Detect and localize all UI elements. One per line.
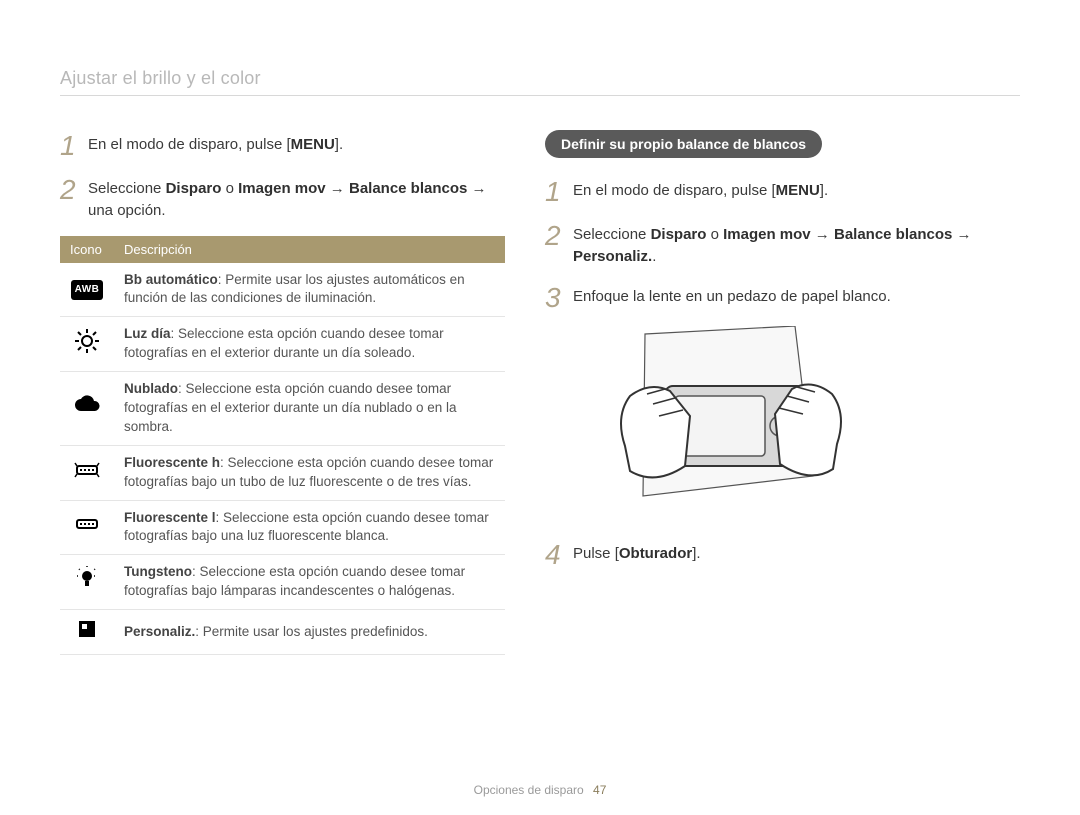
- bulb-icon: [75, 566, 99, 592]
- step-1-right: 1 En el modo de disparo, pulse [MENU].: [545, 176, 1020, 206]
- row-icon-cell: AWB: [60, 263, 114, 317]
- step-text: Enfoque la lente en un pedazo de papel b…: [573, 282, 891, 312]
- camera-illustration: [575, 326, 1020, 521]
- th-icon: Icono: [60, 236, 114, 263]
- table-row: Luz día: Seleccione esta opción cuando d…: [60, 317, 505, 372]
- footer-text: Opciones de disparo: [474, 783, 584, 797]
- step-number: 2: [60, 174, 88, 222]
- step-text: En el modo de disparo, pulse [MENU].: [88, 130, 343, 160]
- step-number: 3: [545, 282, 573, 312]
- row-icon-cell: [60, 610, 114, 655]
- step-2-right: 2 Seleccione Disparo o Imagen mov → Bala…: [545, 220, 1020, 268]
- row-desc-cell: Fluorescente h: Seleccione esta opción c…: [114, 445, 505, 500]
- fluorescent-h-icon: [72, 461, 102, 479]
- row-icon-cell: [60, 317, 114, 372]
- table-row: Personaliz.: Permite usar los ajustes pr…: [60, 610, 505, 655]
- left-column: 1 En el modo de disparo, pulse [MENU]. 2…: [60, 130, 505, 655]
- step-4-right: 4 Pulse [Obturador].: [545, 539, 1020, 569]
- step-3-right: 3 Enfoque la lente en un pedazo de papel…: [545, 282, 1020, 312]
- table-row: AWB Bb automático: Permite usar los ajust…: [60, 263, 505, 317]
- row-icon-cell: [60, 445, 114, 500]
- right-column: Definir su propio balance de blancos 1 E…: [545, 130, 1020, 655]
- table-row: Nublado: Seleccione esta opción cuando d…: [60, 372, 505, 446]
- step-text: Seleccione Disparo o Imagen mov → Balanc…: [88, 174, 505, 222]
- table-row: Tungsteno: Seleccione esta opción cuando…: [60, 555, 505, 610]
- page-number: 47: [593, 783, 606, 797]
- page-footer: Opciones de disparo 47: [0, 783, 1080, 797]
- table-row: Fluorescente h: Seleccione esta opción c…: [60, 445, 505, 500]
- row-desc-cell: Personaliz.: Permite usar los ajustes pr…: [114, 610, 505, 655]
- row-desc-cell: Nublado: Seleccione esta opción cuando d…: [114, 372, 505, 446]
- row-icon-cell: [60, 555, 114, 610]
- step-number: 1: [545, 176, 573, 206]
- step-text: Pulse [Obturador].: [573, 539, 701, 569]
- step-1-left: 1 En el modo de disparo, pulse [MENU].: [60, 130, 505, 160]
- th-desc: Descripción: [114, 236, 505, 263]
- row-desc-cell: Bb automático: Permite usar los ajustes …: [114, 263, 505, 317]
- step-2-left: 2 Seleccione Disparo o Imagen mov → Bala…: [60, 174, 505, 222]
- custom-icon: [76, 618, 98, 640]
- cloud-icon: [73, 395, 101, 415]
- row-icon-cell: [60, 500, 114, 555]
- sun-icon: [74, 328, 100, 354]
- row-desc-cell: Tungsteno: Seleccione esta opción cuando…: [114, 555, 505, 610]
- table-row: Fluorescente l: Seleccione esta opción c…: [60, 500, 505, 555]
- row-desc-cell: Fluorescente l: Seleccione esta opción c…: [114, 500, 505, 555]
- step-text: Seleccione Disparo o Imagen mov → Balanc…: [573, 220, 1020, 268]
- fluorescent-l-icon: [72, 516, 102, 532]
- white-balance-table: Icono Descripción AWB Bb automático: Perm…: [60, 236, 505, 655]
- section-pill: Definir su propio balance de blancos: [545, 130, 822, 158]
- row-icon-cell: [60, 372, 114, 446]
- page-title: Ajustar el brillo y el color: [60, 68, 1020, 96]
- step-number: 4: [545, 539, 573, 569]
- row-desc-cell: Luz día: Seleccione esta opción cuando d…: [114, 317, 505, 372]
- step-number: 1: [60, 130, 88, 160]
- awb-icon: AWB: [71, 280, 104, 300]
- step-number: 2: [545, 220, 573, 268]
- step-text: En el modo de disparo, pulse [MENU].: [573, 176, 828, 206]
